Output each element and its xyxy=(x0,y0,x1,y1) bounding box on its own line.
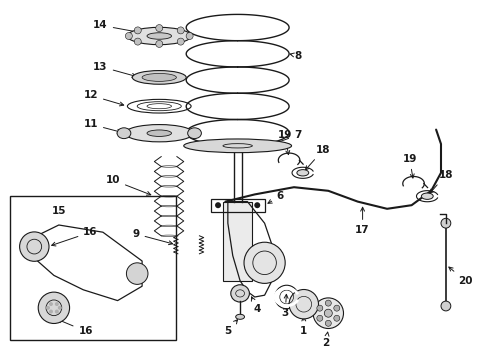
Text: 7: 7 xyxy=(272,130,301,145)
Bar xyxy=(223,202,252,281)
Ellipse shape xyxy=(184,139,292,153)
Text: 10: 10 xyxy=(105,175,151,195)
Circle shape xyxy=(244,242,285,283)
Ellipse shape xyxy=(127,27,191,45)
Circle shape xyxy=(317,305,323,311)
Circle shape xyxy=(325,320,331,326)
Circle shape xyxy=(156,40,163,48)
Text: 16: 16 xyxy=(51,227,98,246)
Text: 11: 11 xyxy=(83,119,121,133)
Circle shape xyxy=(215,202,221,208)
Circle shape xyxy=(58,306,62,310)
Text: 13: 13 xyxy=(93,62,136,77)
Circle shape xyxy=(334,305,340,311)
Circle shape xyxy=(441,218,451,228)
Circle shape xyxy=(20,232,49,261)
Circle shape xyxy=(324,309,332,317)
Text: 20: 20 xyxy=(449,267,473,286)
Circle shape xyxy=(325,300,331,306)
Ellipse shape xyxy=(188,128,201,139)
Circle shape xyxy=(177,38,184,45)
Ellipse shape xyxy=(125,125,194,142)
Circle shape xyxy=(134,38,141,45)
Circle shape xyxy=(441,301,451,311)
Bar xyxy=(10,196,176,340)
Ellipse shape xyxy=(142,73,176,81)
Text: 19: 19 xyxy=(402,154,417,178)
Circle shape xyxy=(46,306,50,310)
Circle shape xyxy=(49,310,53,314)
Circle shape xyxy=(38,292,70,324)
Ellipse shape xyxy=(421,193,433,199)
Ellipse shape xyxy=(231,285,249,302)
Circle shape xyxy=(317,315,323,321)
Bar xyxy=(211,199,265,212)
Text: 18: 18 xyxy=(430,170,453,193)
Text: 1: 1 xyxy=(300,317,307,336)
Ellipse shape xyxy=(117,128,131,139)
Text: 17: 17 xyxy=(355,207,370,235)
Circle shape xyxy=(55,302,59,306)
Ellipse shape xyxy=(236,314,245,319)
Ellipse shape xyxy=(313,298,343,328)
Circle shape xyxy=(156,24,163,32)
Text: 5: 5 xyxy=(224,320,238,336)
Text: 3: 3 xyxy=(282,294,289,318)
Circle shape xyxy=(334,315,340,321)
Ellipse shape xyxy=(147,33,172,39)
Circle shape xyxy=(254,202,260,208)
Text: 12: 12 xyxy=(83,90,123,106)
Text: 8: 8 xyxy=(290,51,301,61)
Text: 2: 2 xyxy=(322,332,329,348)
Circle shape xyxy=(55,310,59,314)
Ellipse shape xyxy=(297,170,309,176)
Text: 18: 18 xyxy=(305,145,331,170)
Ellipse shape xyxy=(132,71,186,84)
Circle shape xyxy=(186,32,193,40)
Circle shape xyxy=(289,289,318,319)
Text: 4: 4 xyxy=(251,297,261,314)
Text: 9: 9 xyxy=(132,229,172,245)
Text: 16: 16 xyxy=(57,319,93,336)
Text: 19: 19 xyxy=(278,130,293,154)
Circle shape xyxy=(126,263,148,284)
Circle shape xyxy=(125,32,132,40)
Circle shape xyxy=(49,302,53,306)
Ellipse shape xyxy=(147,130,172,136)
Circle shape xyxy=(134,27,141,34)
Text: 14: 14 xyxy=(93,20,155,36)
Circle shape xyxy=(177,27,184,34)
Text: 6: 6 xyxy=(268,191,284,203)
Text: 15: 15 xyxy=(51,206,66,216)
